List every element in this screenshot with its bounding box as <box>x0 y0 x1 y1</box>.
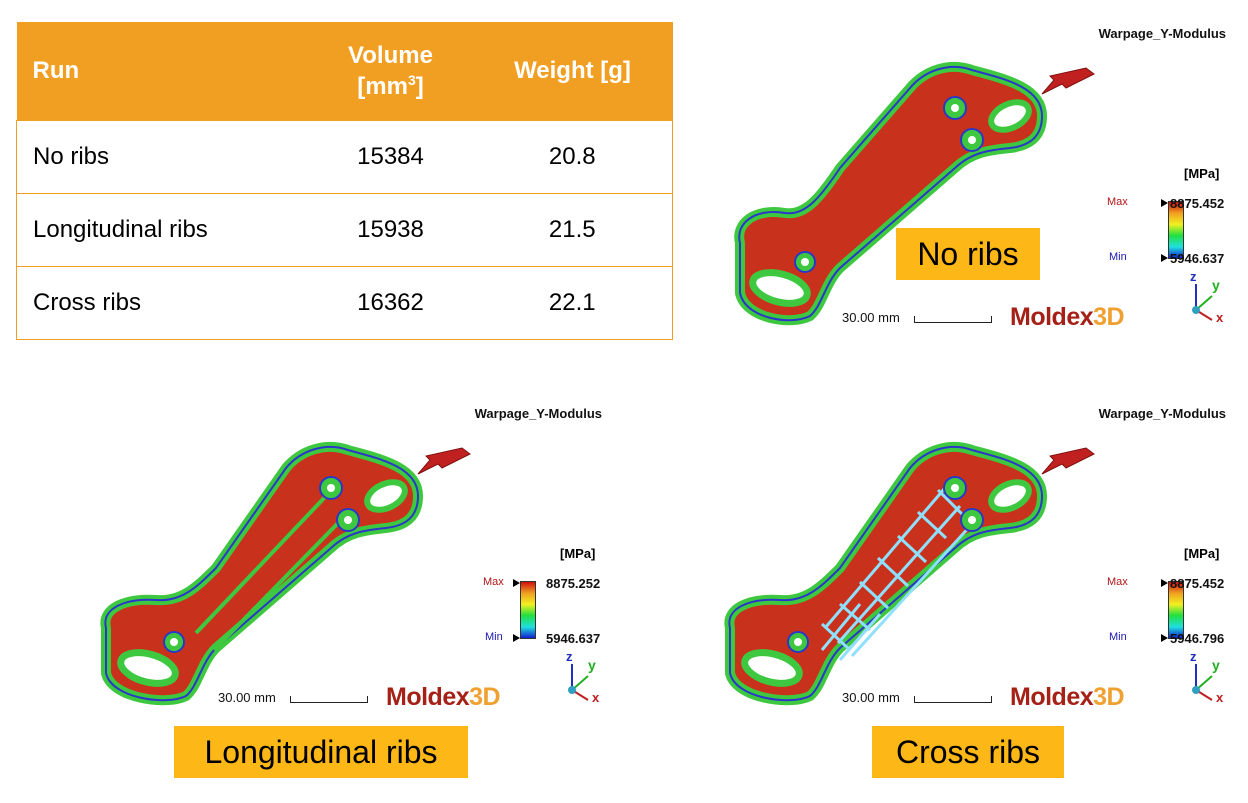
hole-bottom <box>117 649 179 687</box>
legend-max-pointer <box>1161 199 1168 207</box>
legend-min-value: 5946.637 <box>1170 251 1225 266</box>
cell-volume: 16362 <box>308 266 473 340</box>
table-row: Longitudinal ribs 15938 21.5 <box>16 193 673 267</box>
axis-z-label: z <box>1190 270 1197 284</box>
scale-label: 30.00 mm <box>218 690 276 705</box>
part-model-cross-ribs <box>724 441 1047 706</box>
scale-bar <box>914 316 992 323</box>
axis-y-label: y <box>588 657 596 673</box>
axis-z-label: z <box>1190 650 1197 664</box>
legend-max-pointer <box>1161 579 1168 587</box>
results-table: Run Volume [mm3] Weight [g] No ribs 1538… <box>16 22 673 340</box>
caption-no-ribs: No ribs <box>896 228 1040 280</box>
hole-bottom <box>749 269 811 307</box>
legend-min-tag: Min <box>1109 631 1127 643</box>
logo-main: Moldex <box>386 683 470 711</box>
legend-color-bar <box>1168 581 1184 639</box>
logo-main: Moldex <box>1010 683 1094 711</box>
cell-weight: 22.1 <box>472 266 673 340</box>
scale-bar <box>914 696 992 703</box>
cell-volume: 15384 <box>308 120 473 194</box>
hole-top <box>988 99 1032 133</box>
legend-max-tag: Max <box>1107 576 1128 588</box>
gate-arrow-icon <box>1041 447 1095 475</box>
header-volume-unit-sup: 3 <box>407 72 416 88</box>
cell-run: Cross ribs <box>16 266 309 340</box>
axis-y-label: y <box>1212 277 1220 293</box>
logo-suffix: 3D <box>1093 683 1125 711</box>
panel-title: Warpage_Y-Modulus <box>1098 406 1226 421</box>
panel-title: Warpage_Y-Modulus <box>474 406 602 421</box>
cell-run: No ribs <box>16 120 309 194</box>
cell-run: Longitudinal ribs <box>16 193 309 267</box>
table-row: No ribs 15384 20.8 <box>16 120 673 194</box>
scale-label: 30.00 mm <box>842 690 900 705</box>
logo-suffix: 3D <box>469 683 501 711</box>
legend-min-pointer <box>513 634 520 642</box>
header-weight: Weight [g] <box>472 22 673 121</box>
axis-triad-icon: z y x <box>1190 650 1224 704</box>
moldex3d-logo: Moldex3D <box>1010 303 1125 332</box>
result-panel-cross-ribs: Warpage_Y-Modulus [MPa] Max 8875.452 Min… <box>710 406 1230 736</box>
legend-max-value: 8875.252 <box>546 576 601 591</box>
legend-max-tag: Max <box>1107 196 1128 208</box>
logo-main: Moldex <box>1010 303 1094 331</box>
scale-label: 30.00 mm <box>842 310 900 325</box>
hole-top <box>988 479 1032 513</box>
header-volume-line1: Volume <box>348 41 433 69</box>
legend-max-value: 8875.452 <box>1170 196 1225 211</box>
axis-y-label: y <box>1212 657 1220 673</box>
gate-arrow-icon <box>1041 67 1095 95</box>
header-volume: Volume [mm3] <box>308 22 473 121</box>
legend-min-pointer <box>1161 634 1168 642</box>
cell-volume: 15938 <box>308 193 473 267</box>
cell-weight: 21.5 <box>472 193 673 267</box>
header-volume-unit-prefix: [mm <box>357 73 408 100</box>
caption-longitudinal-ribs: Longitudinal ribs <box>174 726 468 778</box>
legend-min-tag: Min <box>485 631 503 643</box>
longitudinal-rib <box>212 518 343 652</box>
cross-rib-lattice <box>820 487 974 661</box>
hole-bottom <box>741 649 803 687</box>
axis-x-label: x <box>1216 310 1224 324</box>
logo-suffix: 3D <box>1093 303 1125 331</box>
legend-color-bar <box>520 581 536 639</box>
caption-cross-ribs: Cross ribs <box>872 726 1064 778</box>
legend-min-value: 5946.796 <box>1170 631 1225 646</box>
result-panel-longitudinal-ribs: Warpage_Y-Modulus [MPa] Max 8875.252 Min… <box>86 406 606 736</box>
axis-x-label: x <box>592 690 600 704</box>
longitudinal-rib <box>194 494 328 635</box>
legend-unit: [MPa] <box>560 546 596 561</box>
legend-min-pointer <box>1161 254 1168 262</box>
table-header-row: Run Volume [mm3] Weight [g] <box>16 22 673 121</box>
result-panel-no-ribs: Warpage_Y-Modulus [MPa] Max 8875.452 Min… <box>710 26 1230 356</box>
legend-max-tag: Max <box>483 576 504 588</box>
legend-max-value: 8875.452 <box>1170 576 1225 591</box>
header-volume-unit-suffix: ] <box>415 73 424 100</box>
legend-unit: [MPa] <box>1184 546 1220 561</box>
legend-min-tag: Min <box>1109 251 1127 263</box>
table-row: Cross ribs 16362 22.1 <box>16 266 673 340</box>
moldex3d-logo: Moldex3D <box>1010 683 1125 712</box>
axis-triad-icon: z y x <box>566 650 600 704</box>
legend-min-value: 5946.637 <box>546 631 601 646</box>
part-model-longitudinal-ribs <box>100 441 423 706</box>
gate-arrow-icon <box>417 447 471 475</box>
legend-color-bar <box>1168 201 1184 259</box>
header-run: Run <box>16 22 309 121</box>
legend-max-pointer <box>513 579 520 587</box>
axis-triad-icon: z y x <box>1190 270 1224 324</box>
cell-weight: 20.8 <box>472 120 673 194</box>
moldex3d-logo: Moldex3D <box>386 683 501 712</box>
panel-title: Warpage_Y-Modulus <box>1098 26 1226 41</box>
axis-x-label: x <box>1216 690 1224 704</box>
axis-z-label: z <box>566 650 573 664</box>
hole-top <box>364 479 408 513</box>
scale-bar <box>290 696 368 703</box>
legend-unit: [MPa] <box>1184 166 1220 181</box>
part-model-no-ribs <box>734 61 1047 326</box>
